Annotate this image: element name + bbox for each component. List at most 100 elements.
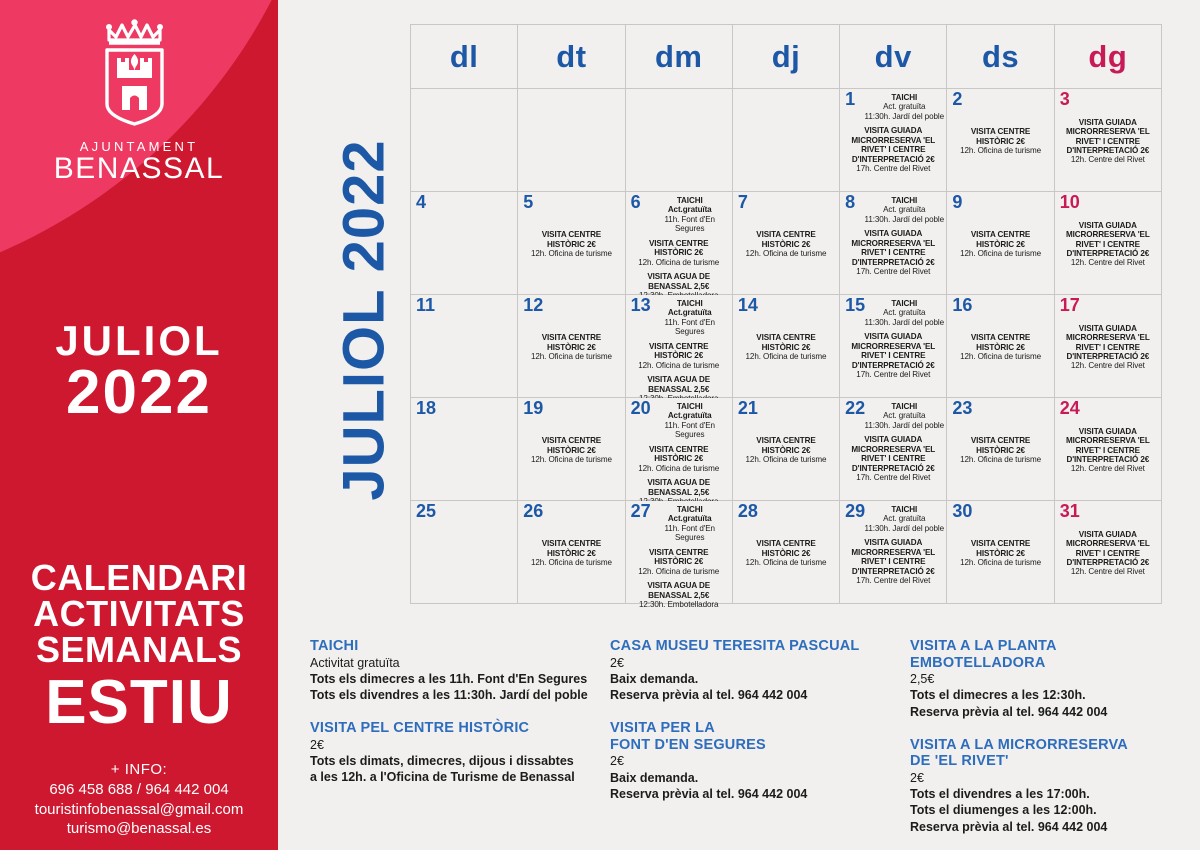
event-detail: 17h. Centre del Rivet xyxy=(856,163,931,173)
event-detail: 12h. Oficina de turisme xyxy=(530,249,612,259)
legend-item-price: 2€ xyxy=(610,754,624,769)
calendar-day-cell[interactable]: 9 VISITA CENTRE HISTÒRIC 2€ 12h. Oficina de… xyxy=(947,192,1055,295)
calendar-day-cell[interactable]: 28 VISITA CENTRE HISTÒRIC 2€ 12h. Oficina d… xyxy=(732,501,841,604)
event-title: VISITA GUIADA MICRORRESERVA 'EL RIVET' I C… xyxy=(1065,529,1150,568)
calendar-day-cell[interactable]: 4 xyxy=(411,192,519,295)
calendar-day-cell[interactable]: 20 TAICHI Act.gratuïta 11h. Font d'En Segur… xyxy=(625,398,733,506)
event-detail: 12h. Oficina de turisme xyxy=(638,463,720,473)
calendar-day-cell[interactable] xyxy=(411,89,519,192)
calendar-day-cell[interactable] xyxy=(518,89,626,192)
calendar-day-cell[interactable]: 2 VISITA CENTRE HISTÒRIC 2€ 12h. Oficina de… xyxy=(947,89,1055,192)
event-detail: 12h. Oficina de turisme xyxy=(530,558,612,568)
day-event-list: TAICHI Act. gratuïta 11:30h. Jardí del pob… xyxy=(842,195,944,292)
day-event: VISITA GUIADA MICRORRESERVA 'EL RIVET' I C… xyxy=(1057,324,1159,371)
calendar-day-cell[interactable]: 8 TAICHI Act. gratuïta 11:30h. Jardí del po… xyxy=(840,192,948,295)
event-title: VISITA GUIADA MICRORRESERVA 'EL RIVET' I C… xyxy=(1065,426,1150,465)
day-event-list: VISITA CENTRE HISTÒRIC 2€ 12h. Oficina de … xyxy=(949,195,1051,292)
day-event: VISITA CENTRE HISTÒRIC 2€ 12h. Oficina de … xyxy=(735,230,837,258)
event-detail: 12h. Centre del Rivet xyxy=(1070,258,1145,268)
event-title: VISITA GUIADA MICRORRESERVA 'EL RIVET' I C… xyxy=(1065,117,1150,156)
town-name: BENASSAL xyxy=(53,152,225,185)
calendar-day-cell[interactable]: 31 VISITA GUIADA MICRORRESERVA 'EL RIVET' I… xyxy=(1054,501,1162,604)
calendar-day-cell[interactable]: 25 xyxy=(411,501,519,604)
event-detail: 17h. Centre del Rivet xyxy=(856,575,931,585)
legend-item-line: Tots el diumenges a les 12:00h. xyxy=(910,803,1097,818)
legend-item: TAICHI Activitat gratuïta Tots els dimecre… xyxy=(310,638,596,703)
benassal-coat-of-arms-icon xyxy=(95,18,183,135)
weekday-header-cell: dg xyxy=(1054,25,1162,89)
legend-item-line: Reserva prèvia al tel. 964 442 004 xyxy=(610,786,808,801)
day-number: 19 xyxy=(523,398,544,418)
day-event: VISITA CENTRE HISTÒRIC 2€ 12h. Oficina de … xyxy=(520,539,622,567)
calendar-day-cell[interactable]: 14 VISITA CENTRE HISTÒRIC 2€ 12h. Oficina d… xyxy=(732,295,841,398)
legend-item-line: Baix demanda. xyxy=(610,671,699,686)
headline-line-4: ESTIU xyxy=(45,668,233,737)
calendar-day-cell[interactable]: 21 VISITA CENTRE HISTÒRIC 2€ 12h. Oficina d… xyxy=(732,398,841,501)
day-event-list: TAICHI Act.gratuïta 11h. Font d'En Segures… xyxy=(628,504,730,609)
day-event: TAICHI Act. gratuïta 11:30h. Jardí del pob… xyxy=(864,196,945,224)
legend-item-line: a les 12h. a l'Oficina de Turisme de Ben… xyxy=(310,770,575,785)
contact-block: + INFO: 696 458 688 / 964 442 004 touris… xyxy=(0,760,278,839)
event-detail: Act. gratuïta 11:30h. Jardí del poble xyxy=(864,411,945,430)
calendar-day-cell[interactable]: 30 VISITA CENTRE HISTÒRIC 2€ 12h. Oficina d… xyxy=(947,501,1055,604)
calendar-day-cell[interactable]: 15 TAICHI Act. gratuïta 11:30h. Jardí del p… xyxy=(840,295,948,398)
event-title: VISITA CENTRE HISTÒRIC 2€ xyxy=(970,333,1031,352)
calendar-day-cell[interactable]: 17 VISITA GUIADA MICRORRESERVA 'EL RIVET' I… xyxy=(1054,295,1162,398)
event-title: TAICHI xyxy=(891,402,918,411)
calendar-day-cell[interactable] xyxy=(732,89,841,192)
day-number: 14 xyxy=(737,295,758,315)
event-title: VISITA CENTRE HISTÒRIC 2€ xyxy=(541,436,602,455)
weekday-label: dg xyxy=(1088,38,1128,74)
calendar-day-cell[interactable]: 5 VISITA CENTRE HISTÒRIC 2€ 12h. Oficina de… xyxy=(518,192,626,295)
calendar-day-cell[interactable]: 18 xyxy=(411,398,519,501)
day-number: 20 xyxy=(630,398,651,418)
day-event: TAICHI Act. gratuïta 11:30h. Jardí del pob… xyxy=(864,505,945,533)
day-event-list: VISITA GUIADA MICRORRESERVA 'EL RIVET' I C… xyxy=(1057,401,1159,498)
event-detail: Act. gratuïta 11:30h. Jardí del poble xyxy=(864,308,945,327)
day-event: VISITA CENTRE HISTÒRIC 2€ 12h. Oficina de … xyxy=(520,333,622,361)
calendar-day-cell[interactable]: 26 VISITA CENTRE HISTÒRIC 2€ 12h. Oficina d… xyxy=(518,501,626,604)
event-title: TAICHI Act.gratuïta xyxy=(667,196,712,215)
calendar-day-cell[interactable] xyxy=(625,89,733,192)
legend-column: TAICHI Activitat gratuïta Tots els dimecre… xyxy=(310,638,610,850)
day-number: 24 xyxy=(1059,398,1080,418)
calendar-day-cell[interactable]: 22 TAICHI Act. gratuïta 11:30h. Jardí del p… xyxy=(840,398,948,501)
day-event-list: VISITA CENTRE HISTÒRIC 2€ 12h. Oficina de … xyxy=(520,401,622,498)
event-title: VISITA CENTRE HISTÒRIC 2€ xyxy=(756,539,816,558)
calendar-day-cell[interactable]: 7 VISITA CENTRE HISTÒRIC 2€ 12h. Oficina de… xyxy=(732,192,841,295)
calendar-day-cell[interactable]: 13 TAICHI Act.gratuïta 11h. Font d'En Segur… xyxy=(625,295,733,403)
calendar-day-cell[interactable]: 27 TAICHI Act.gratuïta 11h. Font d'En Segur… xyxy=(625,501,733,609)
day-number: 3 xyxy=(1059,89,1070,109)
calendar-day-cell[interactable]: 1 TAICHI Act. gratuïta 11:30h. Jardí del po… xyxy=(840,89,948,192)
event-detail: 12:30h. Embotelladora xyxy=(639,599,719,609)
day-event-list: TAICHI Act.gratuïta 11h. Font d'En Segures… xyxy=(628,195,730,300)
day-event: VISITA CENTRE HISTÒRIC 2€ 12h. Oficina de … xyxy=(735,333,837,361)
day-number: 30 xyxy=(952,501,973,521)
event-title: VISITA CENTRE HISTÒRIC 2€ xyxy=(756,230,816,249)
event-detail: Act. gratuïta 11:30h. Jardí del poble xyxy=(864,205,945,224)
day-number: 23 xyxy=(952,398,973,418)
calendar-day-cell[interactable]: 10 VISITA GUIADA MICRORRESERVA 'EL RIVET' I… xyxy=(1054,192,1162,295)
legend-item-title: TAICHI xyxy=(310,638,359,654)
event-detail: 12h. Centre del Rivet xyxy=(1070,464,1145,474)
event-title: VISITA AGUA DE BENASSAL 2,5€ xyxy=(647,375,711,394)
calendar-day-cell[interactable]: 19 VISITA CENTRE HISTÒRIC 2€ 12h. Oficina d… xyxy=(518,398,626,501)
event-detail: 11h. Font d'En Segures xyxy=(664,214,716,234)
weekday-label: dl xyxy=(449,38,479,74)
event-detail: 12h. Oficina de turisme xyxy=(745,249,827,259)
event-title: VISITA AGUA DE BENASSAL 2,5€ xyxy=(647,581,711,600)
calendar-day-cell[interactable]: 11 xyxy=(411,295,519,398)
day-number: 28 xyxy=(737,501,758,521)
calendar-day-cell[interactable]: 29 TAICHI Act. gratuïta 11:30h. Jardí del p… xyxy=(840,501,948,604)
calendar-day-cell[interactable]: 6 TAICHI Act.gratuïta 11h. Font d'En Segure… xyxy=(625,192,733,300)
calendar-day-cell[interactable]: 12 VISITA CENTRE HISTÒRIC 2€ 12h. Oficina d… xyxy=(518,295,626,398)
calendar-day-cell[interactable]: 24 VISITA GUIADA MICRORRESERVA 'EL RIVET' I… xyxy=(1054,398,1162,501)
day-number: 18 xyxy=(416,398,437,418)
day-number: 16 xyxy=(952,295,973,315)
calendar-day-cell[interactable]: 23 VISITA CENTRE HISTÒRIC 2€ 12h. Oficina d… xyxy=(947,398,1055,501)
legend-item-line: Tots els dimecres a les 11h. Font d'En S… xyxy=(310,671,588,686)
day-event: VISITA CENTRE HISTÒRIC 2€ 12h. Oficina de … xyxy=(735,436,837,464)
weekday-label: ds xyxy=(981,38,1020,74)
calendar-day-cell[interactable]: 3 VISITA GUIADA MICRORRESERVA 'EL RIVET' I … xyxy=(1054,89,1162,192)
calendar-day-cell[interactable]: 16 VISITA CENTRE HISTÒRIC 2€ 12h. Oficina d… xyxy=(947,295,1055,398)
